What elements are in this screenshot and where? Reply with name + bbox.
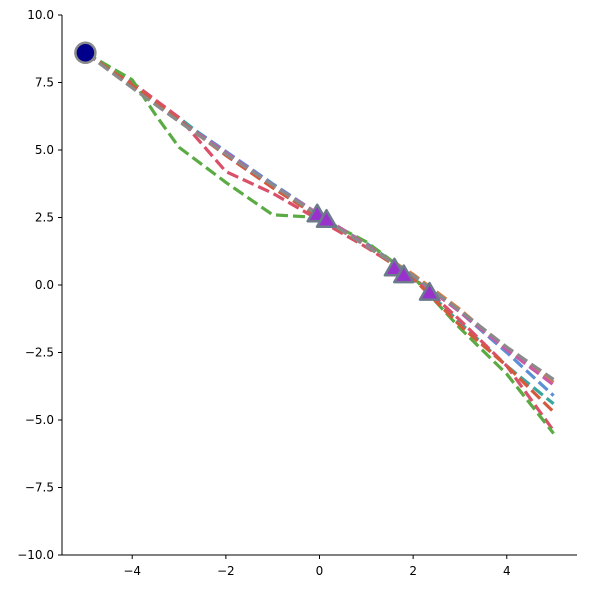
x-tick-label: −4 <box>123 564 141 578</box>
y-tick-label: 5.0 <box>35 143 54 157</box>
start-marker <box>74 41 97 65</box>
y-tick-label: 0.0 <box>35 278 54 292</box>
series-line-8 <box>84 51 555 381</box>
x-tick-label: −2 <box>217 564 235 578</box>
series-layer <box>84 51 555 435</box>
triangle-marker-2 <box>315 208 338 228</box>
y-tick-label: −2.5 <box>25 346 54 360</box>
x-tick-label: 2 <box>409 564 417 578</box>
x-tick-label: 4 <box>503 564 511 578</box>
y-tick-label: −5.0 <box>25 413 54 427</box>
y-tick-label: 10.0 <box>27 8 54 22</box>
tick-layer: −4 −2 0 2 4 10.0 7.5 5.0 2.5 0.0 −2.5 −5.0 −7.5 −10.0 <box>17 8 510 578</box>
y-tick-label: −10.0 <box>17 548 54 562</box>
series-line-5 <box>84 51 555 435</box>
y-tick-label: 2.5 <box>35 211 54 225</box>
y-tick-label: 7.5 <box>35 76 54 90</box>
x-tick-label: 0 <box>316 564 324 578</box>
triangle-marker-5 <box>418 281 441 301</box>
series-line-4 <box>84 51 555 432</box>
marker-layer <box>74 41 441 301</box>
triangle-marker-4 <box>393 264 415 284</box>
y-tick-label: −7.5 <box>25 481 54 495</box>
